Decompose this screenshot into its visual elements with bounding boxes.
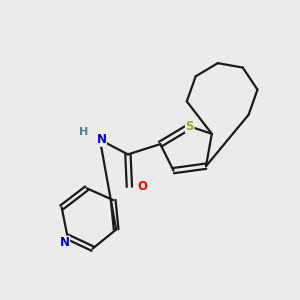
- Text: N: N: [60, 236, 70, 249]
- Text: N: N: [96, 133, 106, 146]
- Text: H: H: [79, 127, 88, 137]
- Text: O: O: [138, 180, 148, 193]
- Text: S: S: [185, 120, 194, 133]
